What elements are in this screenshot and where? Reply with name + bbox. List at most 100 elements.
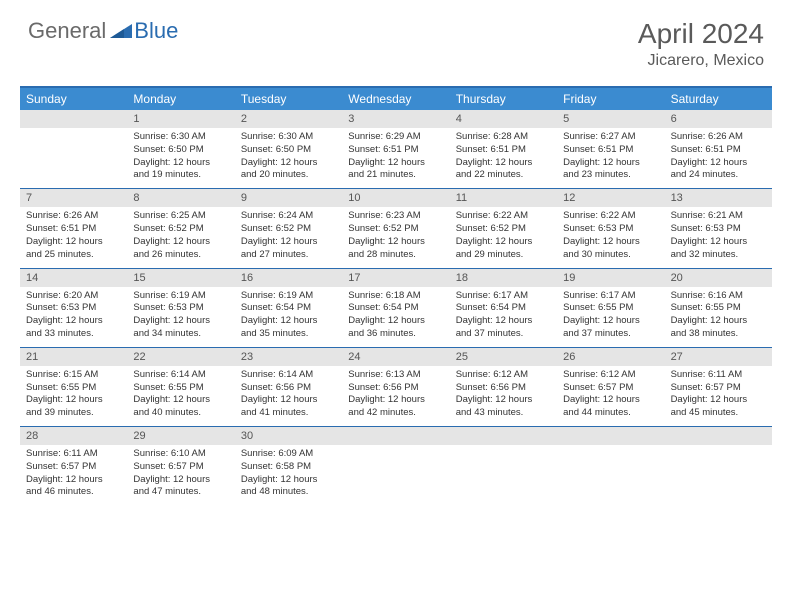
title-block: April 2024 Jicarero, Mexico: [638, 18, 764, 70]
sun-info-line: Sunset: 6:53 PM: [563, 223, 658, 236]
date-cell: [557, 427, 664, 445]
sun-info-line: Sunset: 6:52 PM: [133, 223, 228, 236]
content-row: Sunrise: 6:26 AMSunset: 6:51 PMDaylight:…: [20, 207, 772, 267]
sun-info-line: Daylight: 12 hours: [348, 236, 443, 249]
content-cell: Sunrise: 6:14 AMSunset: 6:56 PMDaylight:…: [235, 366, 342, 426]
sun-info-line: Sunrise: 6:22 AM: [563, 210, 658, 223]
sun-info-line: and 32 minutes.: [671, 249, 766, 262]
sun-info-line: Sunrise: 6:27 AM: [563, 131, 658, 144]
date-cell: 14: [20, 269, 127, 287]
content-cell: Sunrise: 6:21 AMSunset: 6:53 PMDaylight:…: [665, 207, 772, 267]
sun-info-line: Sunset: 6:52 PM: [456, 223, 551, 236]
sun-info-line: Daylight: 12 hours: [563, 315, 658, 328]
sun-info-line: Daylight: 12 hours: [133, 236, 228, 249]
content-cell: Sunrise: 6:26 AMSunset: 6:51 PMDaylight:…: [665, 128, 772, 188]
sun-info-line: Daylight: 12 hours: [563, 394, 658, 407]
sun-info-line: Sunrise: 6:12 AM: [563, 369, 658, 382]
day-header-cell: Saturday: [665, 88, 772, 110]
content-cell: Sunrise: 6:10 AMSunset: 6:57 PMDaylight:…: [127, 445, 234, 505]
sun-info-line: and 29 minutes.: [456, 249, 551, 262]
date-cell: 25: [450, 348, 557, 366]
date-cell: 15: [127, 269, 234, 287]
date-cell: 21: [20, 348, 127, 366]
sun-info-line: Sunrise: 6:18 AM: [348, 290, 443, 303]
sun-info-line: Daylight: 12 hours: [348, 315, 443, 328]
sun-info-line: Sunset: 6:55 PM: [563, 302, 658, 315]
sun-info-line: and 23 minutes.: [563, 169, 658, 182]
sun-info-line: and 24 minutes.: [671, 169, 766, 182]
date-cell: 5: [557, 110, 664, 128]
sun-info-line: and 20 minutes.: [241, 169, 336, 182]
content-cell: Sunrise: 6:09 AMSunset: 6:58 PMDaylight:…: [235, 445, 342, 505]
content-cell: Sunrise: 6:30 AMSunset: 6:50 PMDaylight:…: [127, 128, 234, 188]
logo-text-blue: Blue: [134, 18, 178, 44]
date-cell: [342, 427, 449, 445]
sun-info-line: and 45 minutes.: [671, 407, 766, 420]
logo: General Blue: [28, 18, 178, 44]
date-cell: 2: [235, 110, 342, 128]
sun-info-line: Daylight: 12 hours: [241, 157, 336, 170]
day-header-row: SundayMondayTuesdayWednesdayThursdayFrid…: [20, 88, 772, 110]
sun-info-line: Daylight: 12 hours: [671, 236, 766, 249]
sun-info-line: Sunrise: 6:29 AM: [348, 131, 443, 144]
sun-info-line: Daylight: 12 hours: [456, 236, 551, 249]
sun-info-line: Daylight: 12 hours: [26, 394, 121, 407]
sun-info-line: Sunrise: 6:23 AM: [348, 210, 443, 223]
content-cell: Sunrise: 6:27 AMSunset: 6:51 PMDaylight:…: [557, 128, 664, 188]
sun-info-line: Sunset: 6:50 PM: [241, 144, 336, 157]
sun-info-line: Daylight: 12 hours: [563, 236, 658, 249]
content-cell: Sunrise: 6:17 AMSunset: 6:55 PMDaylight:…: [557, 287, 664, 347]
page-header: General Blue April 2024 Jicarero, Mexico: [0, 0, 792, 78]
content-cell: [450, 445, 557, 505]
sun-info-line: Sunrise: 6:17 AM: [563, 290, 658, 303]
date-cell: 6: [665, 110, 772, 128]
sun-info-line: Sunrise: 6:25 AM: [133, 210, 228, 223]
date-cell: 28: [20, 427, 127, 445]
date-cell: [450, 427, 557, 445]
date-row: 21222324252627: [20, 347, 772, 366]
sun-info-line: and 28 minutes.: [348, 249, 443, 262]
sun-info-line: Sunset: 6:57 PM: [133, 461, 228, 474]
sun-info-line: Sunset: 6:56 PM: [241, 382, 336, 395]
weeks-container: 123456Sunrise: 6:30 AMSunset: 6:50 PMDay…: [20, 110, 772, 505]
sun-info-line: Sunrise: 6:20 AM: [26, 290, 121, 303]
content-cell: Sunrise: 6:22 AMSunset: 6:53 PMDaylight:…: [557, 207, 664, 267]
sun-info-line: Daylight: 12 hours: [456, 394, 551, 407]
content-row: Sunrise: 6:30 AMSunset: 6:50 PMDaylight:…: [20, 128, 772, 188]
sun-info-line: Sunset: 6:51 PM: [26, 223, 121, 236]
sun-info-line: and 37 minutes.: [563, 328, 658, 341]
content-cell: Sunrise: 6:12 AMSunset: 6:57 PMDaylight:…: [557, 366, 664, 426]
content-cell: Sunrise: 6:14 AMSunset: 6:55 PMDaylight:…: [127, 366, 234, 426]
sun-info-line: and 47 minutes.: [133, 486, 228, 499]
content-cell: Sunrise: 6:22 AMSunset: 6:52 PMDaylight:…: [450, 207, 557, 267]
sun-info-line: Sunrise: 6:12 AM: [456, 369, 551, 382]
date-row: 14151617181920: [20, 268, 772, 287]
sun-info-line: and 43 minutes.: [456, 407, 551, 420]
date-cell: 8: [127, 189, 234, 207]
content-cell: Sunrise: 6:18 AMSunset: 6:54 PMDaylight:…: [342, 287, 449, 347]
date-cell: 24: [342, 348, 449, 366]
content-cell: [665, 445, 772, 505]
sun-info-line: Sunset: 6:51 PM: [456, 144, 551, 157]
sun-info-line: and 25 minutes.: [26, 249, 121, 262]
date-cell: 22: [127, 348, 234, 366]
sun-info-line: Daylight: 12 hours: [241, 394, 336, 407]
sun-info-line: Sunrise: 6:09 AM: [241, 448, 336, 461]
sun-info-line: Daylight: 12 hours: [26, 315, 121, 328]
content-cell: [557, 445, 664, 505]
sun-info-line: Sunset: 6:51 PM: [348, 144, 443, 157]
sun-info-line: Daylight: 12 hours: [671, 157, 766, 170]
sun-info-line: Sunrise: 6:15 AM: [26, 369, 121, 382]
sun-info-line: Sunrise: 6:14 AM: [133, 369, 228, 382]
sun-info-line: and 27 minutes.: [241, 249, 336, 262]
date-cell: [20, 110, 127, 128]
sun-info-line: Daylight: 12 hours: [241, 236, 336, 249]
sun-info-line: and 42 minutes.: [348, 407, 443, 420]
sun-info-line: Sunset: 6:54 PM: [348, 302, 443, 315]
content-cell: Sunrise: 6:20 AMSunset: 6:53 PMDaylight:…: [20, 287, 127, 347]
content-cell: Sunrise: 6:30 AMSunset: 6:50 PMDaylight:…: [235, 128, 342, 188]
sun-info-line: and 30 minutes.: [563, 249, 658, 262]
sun-info-line: Sunset: 6:54 PM: [241, 302, 336, 315]
day-header-cell: Monday: [127, 88, 234, 110]
sun-info-line: Sunrise: 6:17 AM: [456, 290, 551, 303]
